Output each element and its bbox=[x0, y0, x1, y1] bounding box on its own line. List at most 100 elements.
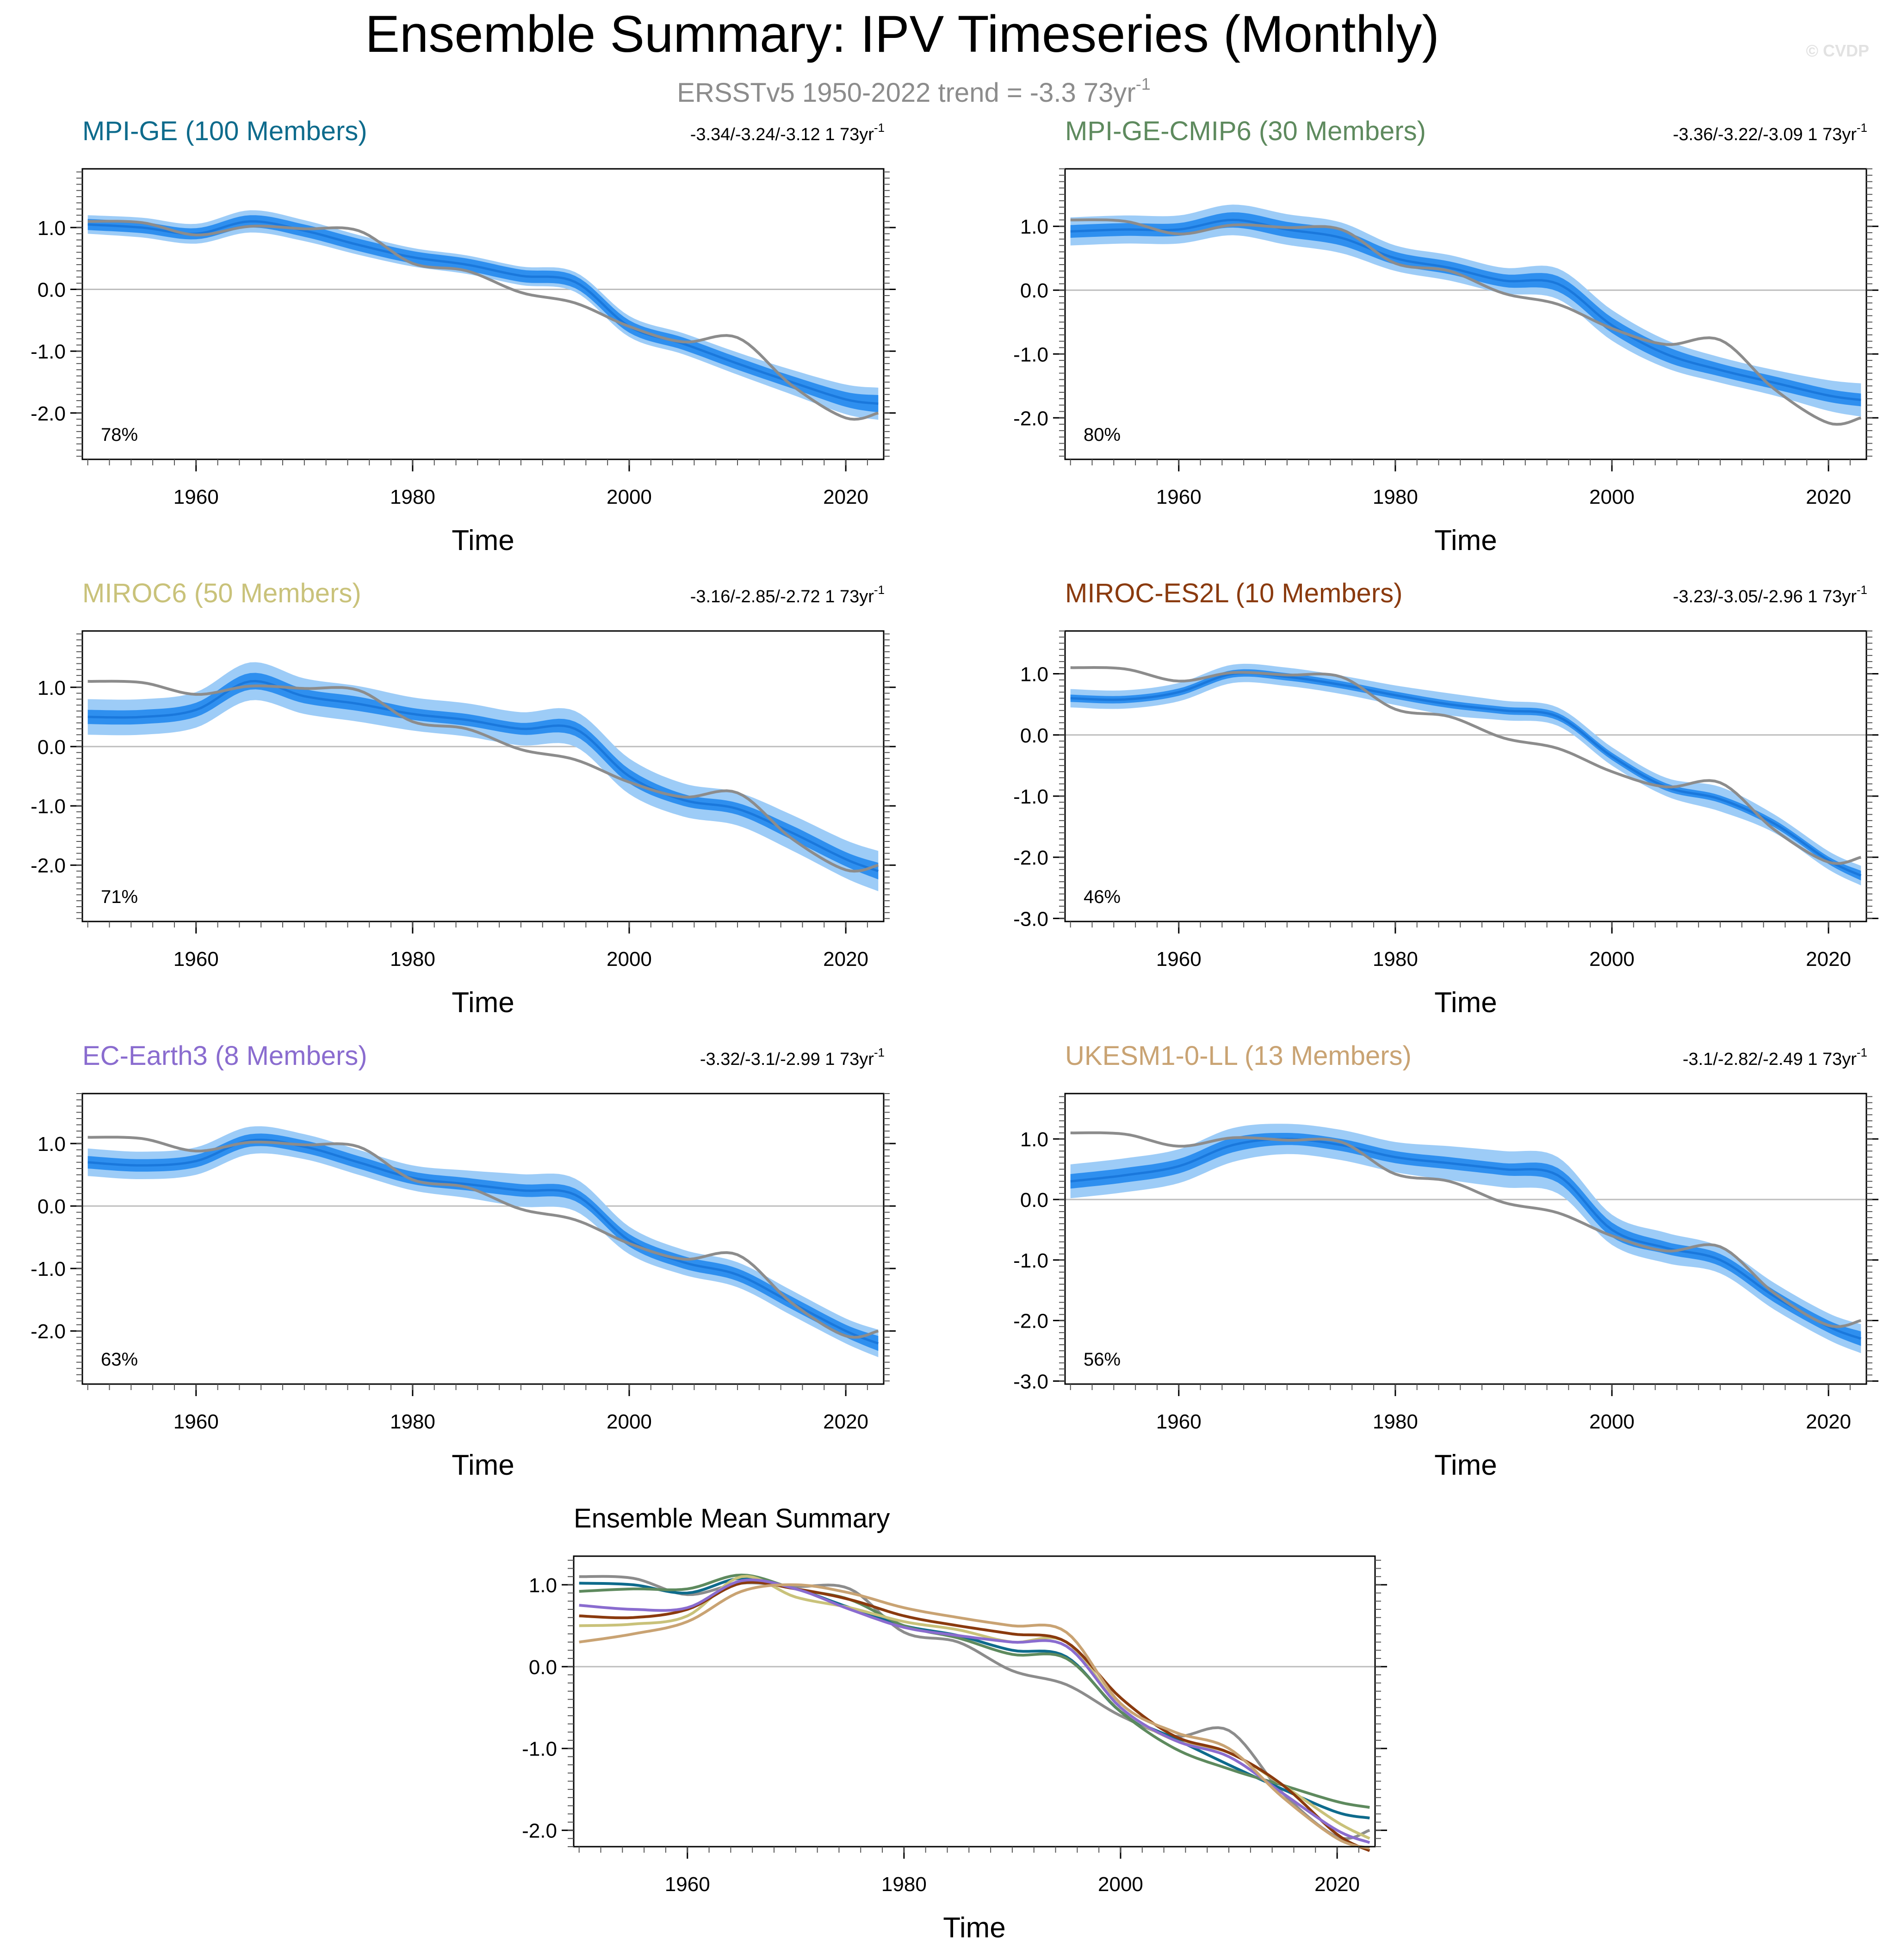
x-tick-label: 2000 bbox=[607, 1410, 652, 1433]
y-tick-label: -2.0 bbox=[31, 1320, 66, 1343]
y-tick-label: -1.0 bbox=[31, 795, 66, 818]
panel-group: MPI-GE (100 Members) -3.34/-3.24/-3.12 1 … bbox=[31, 116, 1878, 1944]
x-tick-label: 1980 bbox=[881, 1873, 927, 1896]
y-tick-label: 0.0 bbox=[37, 279, 66, 302]
y-tick-label: 0.0 bbox=[1020, 724, 1048, 747]
panel-trend-value: -3.36/-3.22/-3.09 1 73yr bbox=[1673, 125, 1857, 144]
plot-frame bbox=[573, 1555, 1376, 1848]
panel-percent: 56% bbox=[1084, 1349, 1121, 1370]
x-axis-title: Time bbox=[452, 987, 514, 1019]
panel-trend: -3.34/-3.24/-3.12 1 73yr-1 bbox=[690, 121, 885, 144]
x-tick-label: 2020 bbox=[1314, 1873, 1360, 1896]
y-tick-label: 1.0 bbox=[529, 1574, 557, 1597]
x-tick-label: 2000 bbox=[1589, 1410, 1635, 1433]
x-tick-label: 1980 bbox=[1373, 948, 1418, 971]
panel-percent: 78% bbox=[101, 425, 138, 445]
x-tick-label: 1960 bbox=[665, 1873, 710, 1896]
panel-trend-sup: -1 bbox=[874, 1045, 885, 1059]
plot-frame bbox=[81, 630, 885, 922]
series-line-mpi-ge-cmip6 bbox=[579, 1573, 1370, 1809]
x-tick-label: 2000 bbox=[607, 948, 652, 971]
x-tick-label: 1980 bbox=[390, 486, 435, 508]
ensemble-mean-line bbox=[87, 680, 879, 872]
figure-subtitle: ERSSTv5 1950-2022 trend = -3.3 73yr-1 bbox=[677, 74, 1150, 108]
observed-line bbox=[1070, 218, 1862, 426]
x-tick-label: 2020 bbox=[1806, 1410, 1851, 1433]
y-tick-label: 0.0 bbox=[1020, 279, 1048, 302]
y-tick-label: -2.0 bbox=[1013, 1310, 1048, 1333]
observed-line bbox=[1070, 666, 1862, 865]
observed-line bbox=[87, 220, 879, 421]
x-tick-label: 2020 bbox=[1806, 948, 1851, 971]
panel-trend-sup: -1 bbox=[1857, 1045, 1867, 1059]
y-tick-label: -1.0 bbox=[522, 1738, 557, 1761]
y-tick-label: -1.0 bbox=[1013, 343, 1048, 366]
y-tick-label: -2.0 bbox=[1013, 847, 1048, 869]
panel-trend: -3.23/-3.05/-2.96 1 73yr-1 bbox=[1673, 583, 1867, 606]
y-tick-label: 1.0 bbox=[1020, 1128, 1048, 1151]
y-tick-label: -1.0 bbox=[31, 340, 66, 363]
y-tick-label: 0.0 bbox=[529, 1656, 557, 1679]
ensemble-mean-line bbox=[1070, 672, 1862, 877]
x-tick-label: 1960 bbox=[173, 948, 219, 971]
panel-trend-sup: -1 bbox=[874, 121, 885, 135]
x-axis-title: Time bbox=[1434, 1449, 1497, 1481]
y-tick-label: 1.0 bbox=[37, 217, 66, 240]
panel-title: MPI-GE (100 Members) bbox=[82, 116, 367, 146]
panel-mpi-ge-cmip6: MPI-GE-CMIP6 (30 Members) -3.36/-3.22/-3.… bbox=[1013, 116, 1878, 556]
panel-title: MIROC-ES2L (10 Members) bbox=[1065, 578, 1402, 608]
ensemble-mean-line bbox=[1070, 218, 1861, 402]
spread-band-inner bbox=[1070, 212, 1861, 407]
x-tick-label: 2000 bbox=[1589, 486, 1635, 508]
y-tick-label: -2.0 bbox=[522, 1820, 557, 1843]
panel-trend-sup: -1 bbox=[1857, 583, 1867, 597]
x-tick-label: 2020 bbox=[823, 948, 868, 971]
spread-band-outer bbox=[87, 662, 879, 891]
series-line-mpi-ge bbox=[579, 1577, 1370, 1820]
x-axis-title: Time bbox=[452, 525, 514, 556]
x-tick-label: 2020 bbox=[823, 486, 868, 508]
spread-band-outer bbox=[87, 210, 879, 420]
plot-frame bbox=[1064, 1093, 1867, 1385]
x-tick-label: 1980 bbox=[390, 948, 435, 971]
y-tick-label: 1.0 bbox=[1020, 216, 1048, 238]
panel-title: MPI-GE-CMIP6 (30 Members) bbox=[1065, 116, 1426, 146]
y-tick-label: 0.0 bbox=[1020, 1189, 1048, 1212]
y-tick-label: -2.0 bbox=[31, 854, 66, 877]
y-tick-label: -3.0 bbox=[1013, 1370, 1048, 1393]
panel-trend: -3.1/-2.82/-2.49 1 73yr-1 bbox=[1683, 1045, 1867, 1069]
subtitle-sup: -1 bbox=[1136, 74, 1151, 93]
x-tick-label: 2000 bbox=[1098, 1873, 1143, 1896]
panel-miroc6: MIROC6 (50 Members) -3.16/-2.85/-2.72 1 7… bbox=[31, 578, 896, 1019]
subtitle-main: ERSSTv5 1950-2022 trend = -3.3 73yr bbox=[677, 78, 1135, 108]
x-tick-label: 1960 bbox=[1156, 948, 1202, 971]
panel-percent: 71% bbox=[101, 887, 138, 907]
plot-frame bbox=[81, 168, 885, 460]
panel-trend-sup: -1 bbox=[874, 583, 885, 597]
x-tick-label: 2000 bbox=[607, 486, 652, 508]
spread-band-outer bbox=[1070, 663, 1861, 885]
panel-title: MIROC6 (50 Members) bbox=[82, 578, 361, 608]
series-line-miroc-es2l bbox=[579, 1581, 1370, 1852]
panel-mpi-ge: MPI-GE (100 Members) -3.34/-3.24/-3.12 1 … bbox=[31, 116, 896, 556]
panel-percent: 46% bbox=[1084, 887, 1121, 907]
panel-trend: -3.36/-3.22/-3.09 1 73yr-1 bbox=[1673, 121, 1867, 144]
ensemble-mean-line bbox=[1070, 1138, 1862, 1340]
x-tick-label: 1960 bbox=[173, 1410, 219, 1433]
y-tick-label: -1.0 bbox=[1013, 1249, 1048, 1272]
y-tick-label: 1.0 bbox=[37, 677, 66, 699]
plot-frame bbox=[81, 1093, 885, 1385]
spread-band-outer bbox=[87, 1126, 879, 1357]
x-tick-label: 1980 bbox=[390, 1410, 435, 1433]
x-tick-label: 1980 bbox=[1373, 1410, 1418, 1433]
y-tick-label: 1.0 bbox=[1020, 663, 1048, 686]
panel-percent: 63% bbox=[101, 1349, 138, 1370]
plot-frame bbox=[1064, 630, 1867, 922]
panel-miroc-es2l: MIROC-ES2L (10 Members) -3.23/-3.05/-2.96… bbox=[1013, 578, 1878, 1019]
ensemble-mean-line bbox=[87, 1138, 879, 1345]
series-line-ersstv5 bbox=[579, 1575, 1370, 1840]
y-tick-label: -2.0 bbox=[31, 402, 66, 425]
watermark: © CVDP bbox=[1806, 41, 1869, 60]
